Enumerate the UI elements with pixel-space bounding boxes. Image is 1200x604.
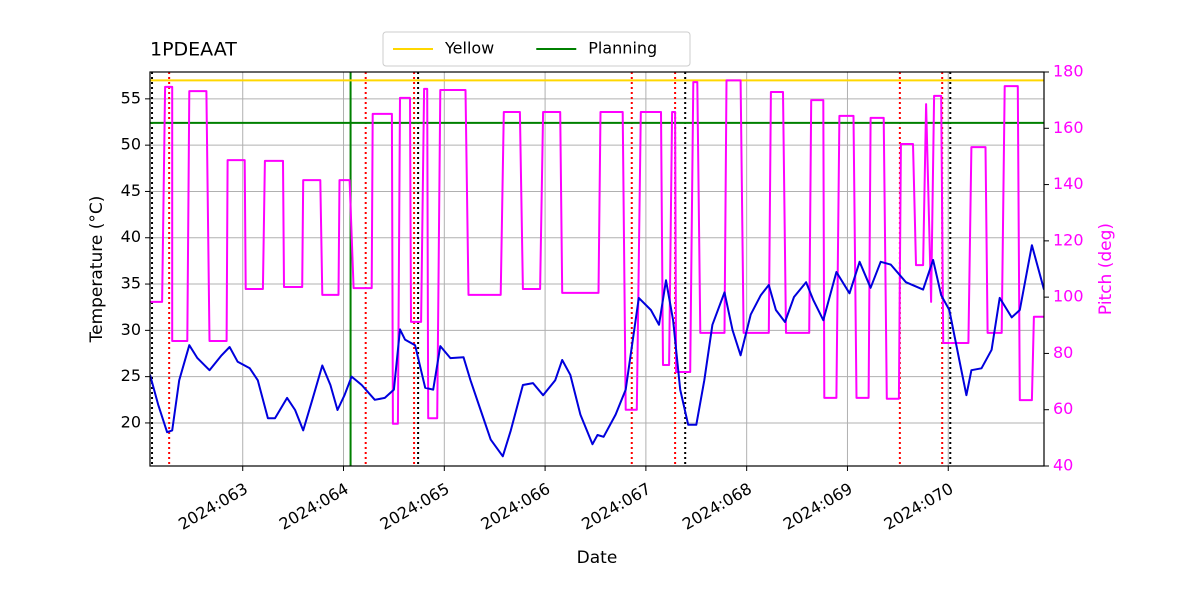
legend: Yellow Planning bbox=[382, 31, 691, 67]
y2-tick-label: 40 bbox=[1053, 456, 1073, 475]
y-tick-label: 55 bbox=[121, 88, 141, 107]
y2-axis-label: Pitch (deg) bbox=[1096, 223, 1116, 315]
x-axis-label: Date bbox=[577, 548, 618, 568]
chart-title: 1PDEAAT bbox=[150, 39, 237, 61]
y2-tick-label: 160 bbox=[1053, 118, 1084, 137]
y-tick-label: 40 bbox=[121, 227, 141, 246]
y2-tick-label: 100 bbox=[1053, 287, 1084, 306]
y-tick-label: 45 bbox=[121, 181, 141, 200]
y-tick-label: 30 bbox=[121, 320, 141, 339]
legend-label: Yellow bbox=[444, 39, 494, 58]
data-line bbox=[150, 79, 1044, 425]
y2-tick-label: 80 bbox=[1053, 343, 1073, 362]
y-tick-label: 50 bbox=[121, 135, 141, 154]
plot-frame bbox=[149, 71, 1045, 467]
y-tick-label: 20 bbox=[121, 412, 141, 431]
y-axis-label: Temperature (°C) bbox=[87, 196, 107, 344]
plot-area bbox=[150, 72, 1044, 466]
y2-tick-label: 180 bbox=[1053, 62, 1084, 81]
y2-tick-label: 60 bbox=[1053, 399, 1073, 418]
y2-tick-label: 140 bbox=[1053, 174, 1084, 193]
legend-label: Planning bbox=[588, 39, 657, 58]
y-tick-label: 35 bbox=[121, 274, 141, 293]
grid bbox=[150, 72, 1044, 466]
y-tick-label: 25 bbox=[121, 366, 141, 385]
data-line bbox=[150, 244, 1044, 458]
y2-tick-label: 120 bbox=[1053, 230, 1084, 249]
